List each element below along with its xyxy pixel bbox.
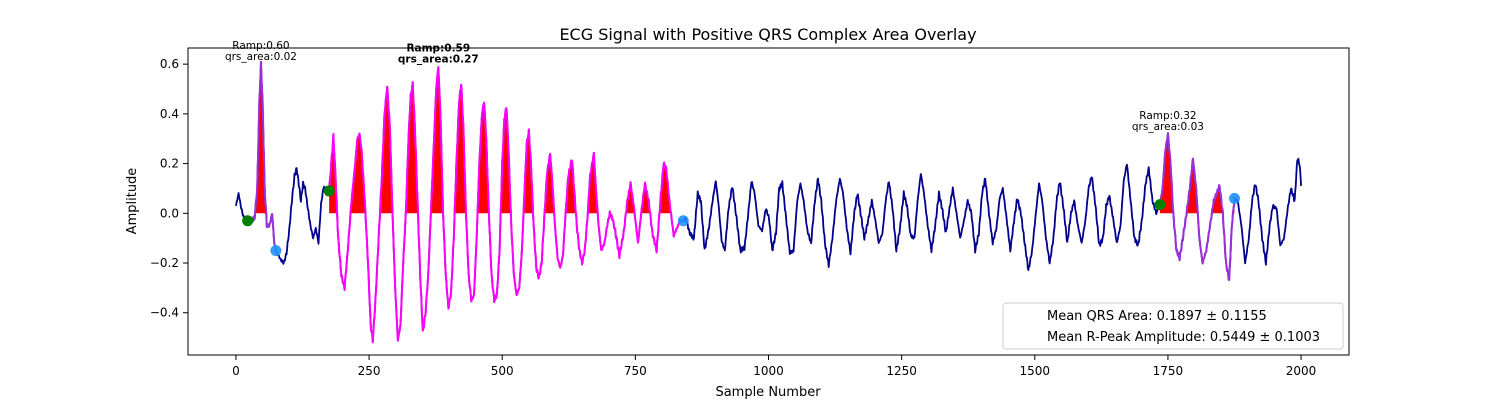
y-tick-label: 0.6 <box>160 57 179 71</box>
offset-marker-1 <box>270 245 282 257</box>
x-tick-label: 500 <box>491 364 514 378</box>
y-tick-label: −0.4 <box>150 306 179 320</box>
peak-annotation-3: Ramp:0.32 qrs_area:0.03 <box>1132 110 1204 133</box>
x-tick-label: 1000 <box>753 364 784 378</box>
qrs-segment-line-3 <box>1158 132 1236 281</box>
y-tick-label: 0.0 <box>160 206 179 220</box>
x-tick-label: 2000 <box>1286 364 1317 378</box>
y-tick-label: −0.2 <box>150 256 179 270</box>
onset-marker-1 <box>242 215 254 227</box>
y-tick-label: 0.2 <box>160 157 179 171</box>
x-tick-label: 1250 <box>886 364 917 378</box>
annotation-line: Ramp:0.60 <box>232 40 289 52</box>
axis-ticks: 0 250 500 750 1000 1250 1500 1750 2000 −0.4 −0.2 0.… <box>150 57 1316 378</box>
x-tick-label: 250 <box>358 364 381 378</box>
chart-title: ECG Signal with Positive QRS Complex Are… <box>559 25 976 44</box>
annotation-line: qrs_area:0.27 <box>398 54 479 66</box>
y-tick-label: 0.4 <box>160 107 179 121</box>
qrs-segment-line-2 <box>328 66 684 344</box>
legend: Mean QRS Area: 0.1897 ± 0.1155 Mean R-Pe… <box>1002 302 1344 350</box>
legend-entry-qrs-area: Mean QRS Area: 0.1897 ± 0.1155 <box>1047 309 1267 324</box>
qrs-area-fill-2 <box>329 67 684 214</box>
offset-marker-2 <box>677 215 689 227</box>
annotation-line: Ramp:0.59 <box>406 43 470 55</box>
peak-annotation-1: Ramp:0.60 qrs_area:0.02 <box>225 40 297 63</box>
x-tick-label: 1500 <box>1020 364 1051 378</box>
annotation-line: qrs_area:0.02 <box>225 51 297 63</box>
x-axis-label: Sample Number <box>715 385 821 400</box>
annotation-line: Ramp:0.32 <box>1139 110 1196 122</box>
onset-marker-3 <box>1154 199 1166 211</box>
peak-annotation-2: Ramp:0.59 qrs_area:0.27 <box>398 43 479 66</box>
y-axis-label: Amplitude <box>125 168 140 235</box>
x-tick-label: 1750 <box>1153 364 1184 378</box>
annotation-line: qrs_area:0.03 <box>1132 121 1204 133</box>
legend-box <box>1002 302 1344 350</box>
onset-marker-2 <box>323 185 335 197</box>
legend-entry-r-peak-amplitude: Mean R-Peak Amplitude: 0.5449 ± 0.1003 <box>1047 330 1320 345</box>
x-tick-label: 0 <box>232 364 240 378</box>
x-tick-label: 750 <box>624 364 647 378</box>
offset-marker-3 <box>1228 192 1240 204</box>
qrs-area-fill-1 <box>245 61 276 214</box>
